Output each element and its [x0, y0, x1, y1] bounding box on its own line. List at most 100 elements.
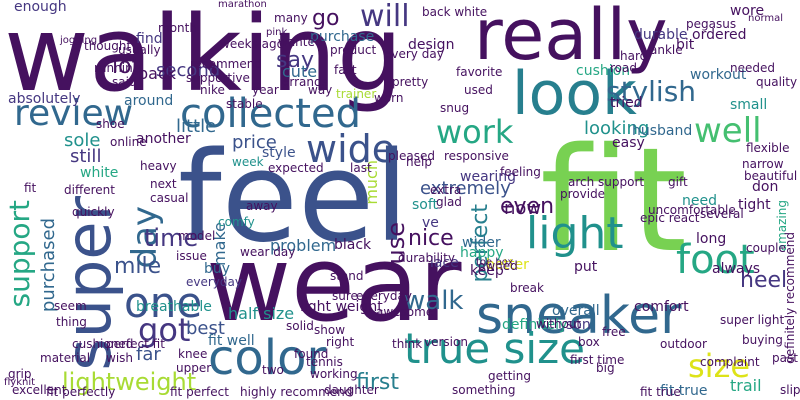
- word: really: [474, 0, 668, 76]
- word: stable: [226, 97, 263, 111]
- word: foot: [676, 237, 755, 283]
- word: awesome: [376, 305, 434, 319]
- word: put: [574, 259, 598, 275]
- word: find: [136, 31, 163, 47]
- word: stylish: [606, 75, 697, 108]
- word: couple: [746, 241, 786, 255]
- word: way: [308, 83, 333, 97]
- word: always: [712, 261, 761, 277]
- word: cute: [282, 62, 318, 81]
- word: slip: [780, 383, 800, 397]
- word: first: [356, 370, 399, 395]
- word: epic react: [640, 211, 700, 225]
- word: sole: [64, 130, 101, 151]
- word: mile: [114, 254, 162, 279]
- word: better: [486, 257, 529, 273]
- word: bit: [676, 37, 695, 53]
- word: trainer: [336, 87, 377, 101]
- word: review: [14, 93, 134, 134]
- word: beautiful: [744, 169, 798, 183]
- word: say: [276, 48, 314, 73]
- word: different: [64, 183, 115, 197]
- word: year: [252, 83, 279, 97]
- word: first time: [570, 353, 625, 367]
- word: shoe: [96, 117, 125, 131]
- word: perfect fit: [106, 337, 165, 351]
- word: hard: [620, 49, 648, 63]
- word: wanted: [278, 35, 323, 49]
- word: best: [186, 318, 225, 339]
- word: wide: [306, 127, 396, 171]
- word: errands: [282, 75, 328, 89]
- word: uncomfortable: [648, 203, 736, 217]
- word: long: [696, 231, 727, 247]
- word: thing: [56, 315, 87, 329]
- word: jogging: [60, 35, 98, 46]
- word: week: [232, 155, 264, 169]
- word: upper: [176, 361, 212, 375]
- word: still: [70, 146, 102, 167]
- word: walk: [404, 286, 464, 316]
- word: pleased: [388, 149, 435, 163]
- word: found: [294, 347, 329, 361]
- word: online: [110, 135, 147, 149]
- word: sneaker: [476, 286, 682, 346]
- word: excellent: [12, 383, 67, 397]
- word: looking: [584, 118, 650, 139]
- word: fit well: [208, 333, 255, 349]
- word: around: [124, 93, 174, 109]
- word: even: [500, 194, 555, 219]
- word: comfort: [634, 299, 689, 315]
- word: narrow: [742, 157, 784, 171]
- word: last: [350, 161, 372, 175]
- word: wearing: [460, 169, 517, 185]
- word: box: [578, 335, 600, 349]
- word: half size: [228, 304, 295, 323]
- word: style: [262, 145, 296, 161]
- word: another: [136, 131, 191, 147]
- word: grip: [8, 367, 32, 381]
- word: trail: [730, 376, 762, 395]
- word: buy: [204, 261, 231, 277]
- word: nice: [408, 226, 454, 251]
- word: fast: [334, 63, 357, 77]
- word: quality: [756, 75, 798, 89]
- word: heel: [740, 268, 788, 293]
- word: far: [136, 344, 161, 365]
- word: back: [138, 64, 177, 83]
- word: fit perfect: [170, 385, 229, 399]
- word: little: [176, 116, 217, 137]
- word: purchased: [38, 218, 59, 313]
- word: fit perfectly: [46, 385, 116, 399]
- word: big: [596, 361, 615, 375]
- word: lot: [112, 54, 141, 79]
- word: several: [700, 207, 744, 221]
- word: flexible: [746, 141, 790, 155]
- word: problem: [270, 236, 337, 255]
- word: two: [262, 363, 284, 377]
- word: small: [730, 97, 768, 113]
- word: snug: [440, 101, 470, 115]
- word: lightweight: [62, 368, 197, 396]
- word: husband: [632, 123, 693, 139]
- word: needed: [730, 61, 775, 75]
- word: weeks ago: [220, 37, 284, 51]
- word: everyday: [356, 289, 412, 303]
- word: easy: [612, 135, 645, 151]
- word: flyknit: [4, 377, 36, 388]
- word: free: [602, 325, 626, 339]
- word: durable: [634, 27, 688, 43]
- word: feeling: [500, 165, 541, 179]
- word: ankle: [650, 43, 683, 57]
- word: glad: [436, 195, 462, 209]
- word: casual: [150, 191, 189, 205]
- word: overall: [552, 303, 600, 319]
- word: will: [360, 0, 410, 34]
- word: favorite: [456, 65, 503, 79]
- word: well: [694, 111, 762, 151]
- word: size: [688, 347, 751, 385]
- word: version: [424, 335, 468, 349]
- word: fit: [540, 116, 688, 284]
- word: break: [510, 281, 544, 295]
- word: wore: [730, 3, 765, 19]
